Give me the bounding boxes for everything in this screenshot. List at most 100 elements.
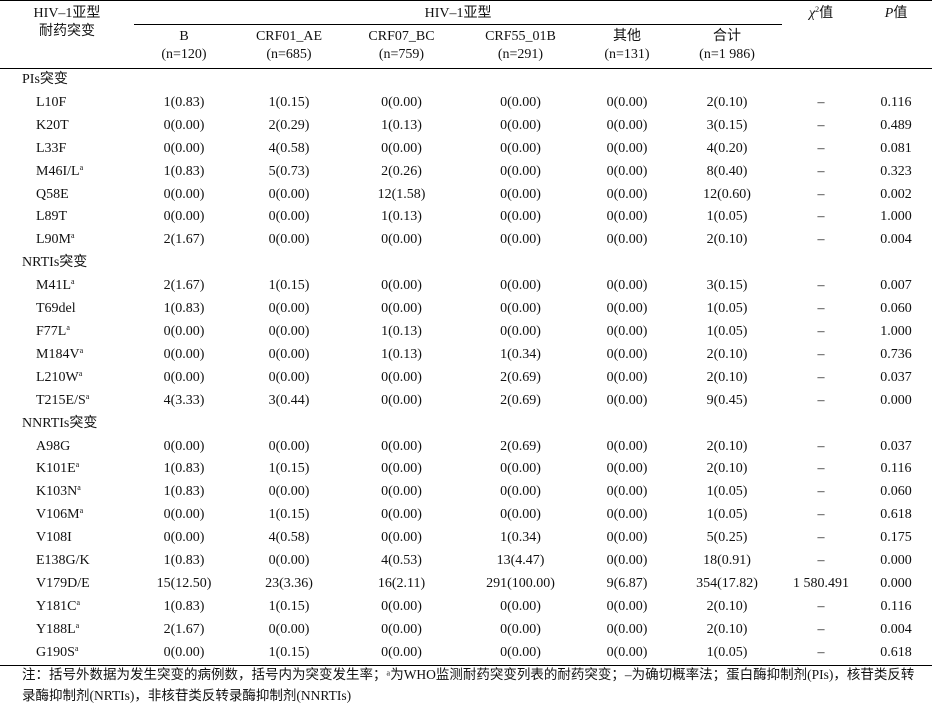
who-marker: a bbox=[76, 597, 81, 607]
table-row: E138G/K 1(0.83) 0(0.00) 4(0.53) 13(4.47) 0(0.… bbox=[0, 550, 932, 573]
mutation-name: L33F bbox=[36, 140, 67, 156]
who-marker: a bbox=[85, 391, 90, 401]
chi-square-cell: – bbox=[817, 346, 825, 362]
count-cell: 0(0.00) bbox=[606, 553, 648, 569]
p-value-cell: 0.116 bbox=[880, 461, 912, 477]
count-cell: 0(0.00) bbox=[459, 641, 582, 666]
count-cell: 8(0.40) bbox=[706, 163, 748, 179]
section-title: NNRTIs突变 bbox=[22, 415, 98, 431]
count-cell: 0(0.00) bbox=[163, 530, 205, 546]
count-cell: 0(0.00) bbox=[500, 163, 541, 179]
count-cell: 1(0.13) bbox=[381, 117, 422, 133]
resistance-table: HIV–1亚型 耐药突变 HIV–1亚型 χ2值 P值 B (n=120) CRF0… bbox=[0, 0, 932, 666]
count-cell: 1(0.05) bbox=[706, 323, 748, 339]
count-cell: 0(0.00) bbox=[268, 323, 310, 339]
subtype-group-header: HIV–1亚型 bbox=[134, 0, 783, 25]
column-header-5: 合计 (n=1 986) bbox=[672, 25, 782, 69]
count-cell: 0(0.00) bbox=[606, 186, 648, 202]
column-sample-size: (n=291) bbox=[497, 47, 544, 62]
column-header-3: CRF55_01B (n=291) bbox=[459, 25, 582, 69]
mutation-cell: G190Sa bbox=[0, 641, 134, 666]
count-cell: 0(0.00) bbox=[606, 117, 648, 133]
count-cell: 0(0.00) bbox=[606, 232, 648, 248]
table-row: T69del 1(0.83) 0(0.00) 0(0.00) 0(0.00) 0(0.00… bbox=[0, 298, 932, 321]
column-header-1: CRF01_AE (n=685) bbox=[234, 25, 344, 69]
chi-square-cell: – bbox=[817, 163, 825, 179]
count-cell: 0(0.00) bbox=[500, 140, 541, 156]
chi-square-cell: – bbox=[817, 484, 825, 500]
mutation-name: A98G bbox=[36, 438, 71, 454]
count-cell: 0(0.00) bbox=[163, 346, 205, 362]
count-cell: 0(0.00) bbox=[163, 323, 205, 339]
count-cell: 2(0.10) bbox=[706, 232, 748, 248]
who-marker: a bbox=[79, 506, 84, 516]
mutation-cell: L89T bbox=[0, 206, 134, 229]
row-label-line2: 耐药突变 bbox=[39, 24, 95, 39]
count-cell: 12(1.58) bbox=[377, 186, 426, 202]
mutation-name: K101E bbox=[36, 461, 76, 477]
mutation-name: M46I/L bbox=[36, 163, 80, 179]
count-cell: 0(0.00) bbox=[500, 507, 541, 523]
count-cell: 0(0.00) bbox=[268, 621, 310, 637]
mutation-cell: Y188La bbox=[0, 619, 134, 642]
who-marker: a bbox=[79, 345, 84, 355]
count-cell: 0(0.00) bbox=[606, 140, 648, 156]
count-cell: 0(0.00) bbox=[268, 186, 310, 202]
chi-square-cell: – bbox=[817, 621, 825, 637]
count-cell: 0(0.00) bbox=[582, 641, 672, 666]
count-cell: 2(1.67) bbox=[163, 278, 205, 294]
who-marker: a bbox=[77, 483, 81, 493]
mutation-name: K20T bbox=[36, 117, 69, 133]
mutation-cell: T69del bbox=[0, 298, 134, 321]
mutation-name: L90M bbox=[36, 232, 71, 248]
section-title: NRTIs突变 bbox=[22, 255, 88, 271]
chi-square-cell: – bbox=[817, 438, 825, 454]
count-cell: 0(0.00) bbox=[163, 209, 205, 225]
count-cell: 16(2.11) bbox=[377, 575, 426, 591]
chi-square-cell: – bbox=[817, 301, 825, 317]
table-row: Y181Ca 1(0.83) 1(0.15) 0(0.00) 0(0.00) 0(0.00… bbox=[0, 596, 932, 619]
count-cell: 2(0.10) bbox=[706, 461, 748, 477]
p-value-cell: 0.323 bbox=[880, 163, 912, 179]
chi-square-cell: – bbox=[817, 278, 825, 294]
count-cell: 2(0.69) bbox=[500, 369, 541, 385]
table-header: HIV–1亚型 耐药突变 HIV–1亚型 χ2值 P值 B (n=120) CRF0… bbox=[0, 0, 932, 69]
p-value-cell: 0.000 bbox=[880, 575, 912, 591]
count-cell: 0(0.00) bbox=[381, 232, 422, 248]
table-row: M184Va 0(0.00) 0(0.00) 1(0.13) 1(0.34) 0(0.00… bbox=[0, 344, 932, 367]
count-cell: 0(0.00) bbox=[163, 507, 205, 523]
table-row: M46I/La 1(0.83) 5(0.73) 2(0.26) 0(0.00) 0(0.0… bbox=[0, 161, 932, 184]
mutation-cell: M184Va bbox=[0, 344, 134, 367]
count-cell: 0(0.00) bbox=[381, 369, 422, 385]
count-cell: 0(0.00) bbox=[500, 461, 541, 477]
p-value-cell: 0.037 bbox=[880, 438, 912, 454]
chi-square-cell: – bbox=[817, 94, 825, 110]
chi-square-header: χ2值 bbox=[782, 0, 861, 69]
column-sample-size: (n=759) bbox=[378, 47, 425, 62]
count-cell: 1(0.05) bbox=[706, 484, 748, 500]
count-cell: 9(6.87) bbox=[606, 575, 648, 591]
count-cell: 1(0.13) bbox=[381, 346, 422, 362]
mutation-cell: L210Wa bbox=[0, 367, 134, 390]
p-value-cell: 0.175 bbox=[880, 530, 912, 546]
who-marker: a bbox=[75, 620, 80, 630]
count-cell: 0(0.00) bbox=[344, 641, 459, 666]
chi-square-cell: – bbox=[817, 186, 825, 202]
count-cell: 0(0.00) bbox=[381, 598, 422, 614]
p-value-cell: 1.000 bbox=[880, 323, 912, 339]
chi-square-cell: – bbox=[817, 530, 825, 546]
count-cell: 1(0.83) bbox=[163, 598, 205, 614]
count-cell: 3(0.15) bbox=[706, 278, 748, 294]
table-row: Y188La 2(1.67) 0(0.00) 0(0.00) 0(0.00) 0(0.00… bbox=[0, 619, 932, 642]
count-cell: 13(4.47) bbox=[496, 553, 545, 569]
count-cell: 2(0.10) bbox=[706, 438, 748, 454]
count-cell: 0(0.00) bbox=[606, 392, 648, 408]
count-cell: 1(0.05) bbox=[706, 507, 748, 523]
table-row: Q58E 0(0.00) 0(0.00) 12(1.58) 0(0.00) 0(0.00)… bbox=[0, 184, 932, 207]
count-cell: 0(0.00) bbox=[381, 438, 422, 454]
count-cell: 1(0.83) bbox=[163, 553, 205, 569]
count-cell: 1(0.15) bbox=[268, 507, 310, 523]
who-marker: a bbox=[74, 643, 79, 653]
count-cell: 2(0.10) bbox=[706, 598, 748, 614]
